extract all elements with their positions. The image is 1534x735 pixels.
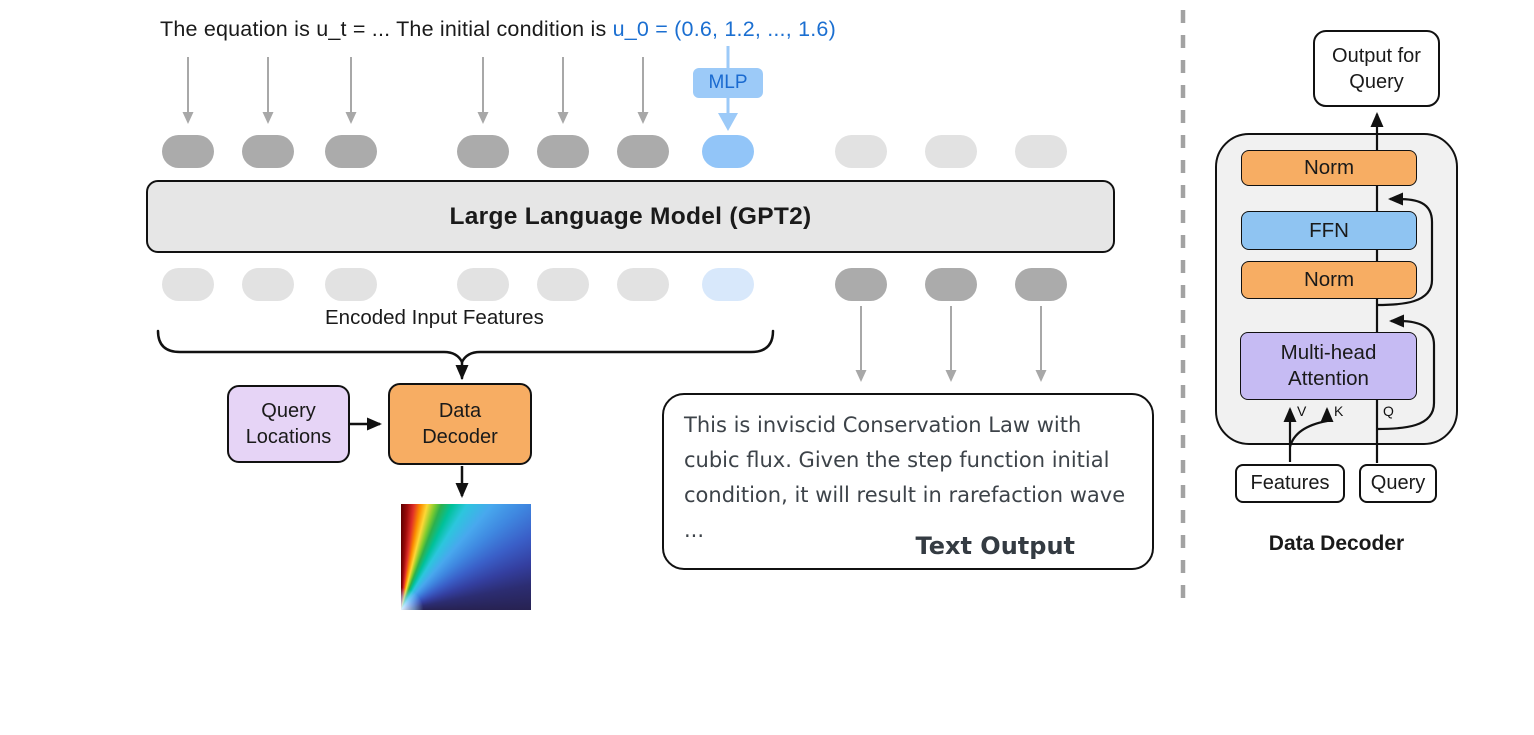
data-decoder-box: Data Decoder	[388, 383, 532, 465]
text-output-body: This is inviscid Conservation Law with c…	[684, 413, 1126, 542]
token-top-5	[537, 135, 589, 168]
prompt-sentence: The equation is u_t = ... The initial co…	[160, 17, 836, 42]
output-query-line2: Query	[1349, 70, 1404, 93]
token-bottom-10	[1015, 268, 1067, 301]
mlp-box: MLP	[693, 68, 763, 98]
q-label: Q	[1383, 403, 1394, 419]
token-bottom-2	[242, 268, 294, 301]
token-top-4	[457, 135, 509, 168]
features-box: Features	[1235, 464, 1345, 503]
token-bottom-1	[162, 268, 214, 301]
prompt-text-black: The equation is u_t = ... The initial co…	[160, 17, 613, 41]
prompt-text-blue: u_0 = (0.6, 1.2, ..., 1.6)	[612, 17, 836, 41]
data-decoder-line1: Data	[438, 400, 482, 422]
norm-top-box: Norm	[1241, 150, 1417, 186]
token-bottom-6	[617, 268, 669, 301]
token-top-10	[1015, 135, 1067, 168]
token-bottom-7	[702, 268, 754, 301]
token-bottom-5	[537, 268, 589, 301]
text-output-label: Text Output	[915, 532, 1075, 560]
k-label: K	[1334, 403, 1344, 419]
llm-label: Large Language Model (GPT2)	[449, 202, 812, 230]
text-output-box: This is inviscid Conservation Law with c…	[662, 393, 1154, 570]
token-bottom-4	[457, 268, 509, 301]
token-bottom-9	[925, 268, 977, 301]
encoded-features-label: Encoded Input Features	[325, 306, 544, 329]
data-decoder-line2: Decoder	[422, 426, 498, 448]
query-box: Query	[1359, 464, 1437, 503]
token-top-8	[835, 135, 887, 168]
solution-heatmap-image	[401, 504, 531, 610]
query-locations-line2: Locations	[245, 426, 332, 448]
token-to-text-arrows	[855, 306, 1047, 382]
data-decoder-caption: Data Decoder	[1268, 532, 1405, 555]
norm-bottom-box: Norm	[1241, 261, 1417, 299]
text-to-token-arrows	[182, 57, 649, 124]
multi-head-attention-box: Multi-head Attention	[1240, 332, 1417, 400]
output-for-query-box: Output for Query	[1313, 30, 1440, 107]
mlp-label: MLP	[708, 72, 748, 93]
encoded-features-brace	[156, 329, 775, 380]
attention-line2: Attention	[1288, 367, 1369, 390]
ffn-box: FFN	[1241, 211, 1417, 250]
token-top-9	[925, 135, 977, 168]
token-top-1	[162, 135, 214, 168]
llm-box: Large Language Model (GPT2)	[146, 180, 1115, 253]
token-bottom-8	[835, 268, 887, 301]
attention-line1: Multi-head	[1280, 341, 1377, 364]
query-locations-box: Query Locations	[227, 385, 350, 463]
token-top-7	[702, 135, 754, 168]
token-top-2	[242, 135, 294, 168]
token-top-3	[325, 135, 377, 168]
query-locations-line1: Query	[261, 400, 316, 422]
output-query-line1: Output for	[1332, 44, 1421, 67]
token-bottom-3	[325, 268, 377, 301]
v-label: V	[1297, 403, 1307, 419]
token-top-6	[617, 135, 669, 168]
